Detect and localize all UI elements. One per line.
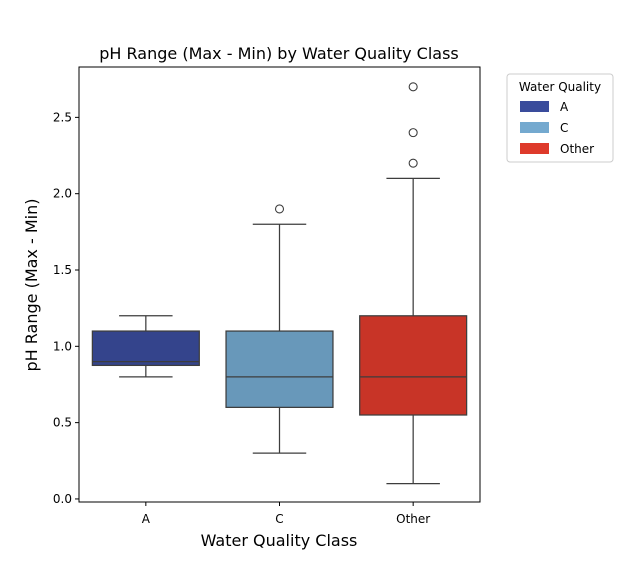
y-tick-label: 0.5 <box>53 416 72 430</box>
x-tick-label: Other <box>396 512 430 526</box>
y-axis-label: pH Range (Max - Min) <box>22 199 41 372</box>
x-tick-label: A <box>142 512 151 526</box>
chart-title: pH Range (Max - Min) by Water Quality Cl… <box>99 44 459 63</box>
y-tick-label: 0.0 <box>53 492 72 506</box>
legend-swatch-Other <box>520 143 549 154</box>
y-tick-label: 2.5 <box>53 110 72 124</box>
y-tick-label: 1.5 <box>53 263 72 277</box>
box-C <box>225 204 334 454</box>
x-tick-label: C <box>275 512 283 526</box>
legend-frame <box>506 73 614 163</box>
box-Other <box>359 82 468 485</box>
box-A <box>91 315 200 378</box>
plot-area <box>91 82 468 485</box>
legend-title: Water Quality <box>519 80 601 94</box>
outlier-point <box>408 82 418 92</box>
x-axis: A C Other <box>142 502 430 526</box>
outlier-point <box>274 204 285 214</box>
y-tick-label: 2.0 <box>53 187 72 201</box>
legend-label-A: A <box>560 100 569 114</box>
x-axis-label: Water Quality Class <box>201 531 358 550</box>
legend-label-Other: Other <box>560 142 594 156</box>
y-tick-label: 1.0 <box>53 339 72 353</box>
box-iqr <box>91 330 200 367</box>
outlier-point <box>408 128 418 138</box>
outlier-point <box>408 158 418 168</box>
box-iqr <box>225 330 334 408</box>
legend: Water Quality AC Other <box>506 73 614 163</box>
legend-swatch-A <box>520 101 549 112</box>
legend-label-C: C <box>560 121 568 135</box>
box-iqr <box>359 315 468 416</box>
y-axis: 0.0 0.5 1.0 1.5 2.0 2.5 <box>53 110 79 506</box>
legend-swatch-C <box>520 122 549 133</box>
